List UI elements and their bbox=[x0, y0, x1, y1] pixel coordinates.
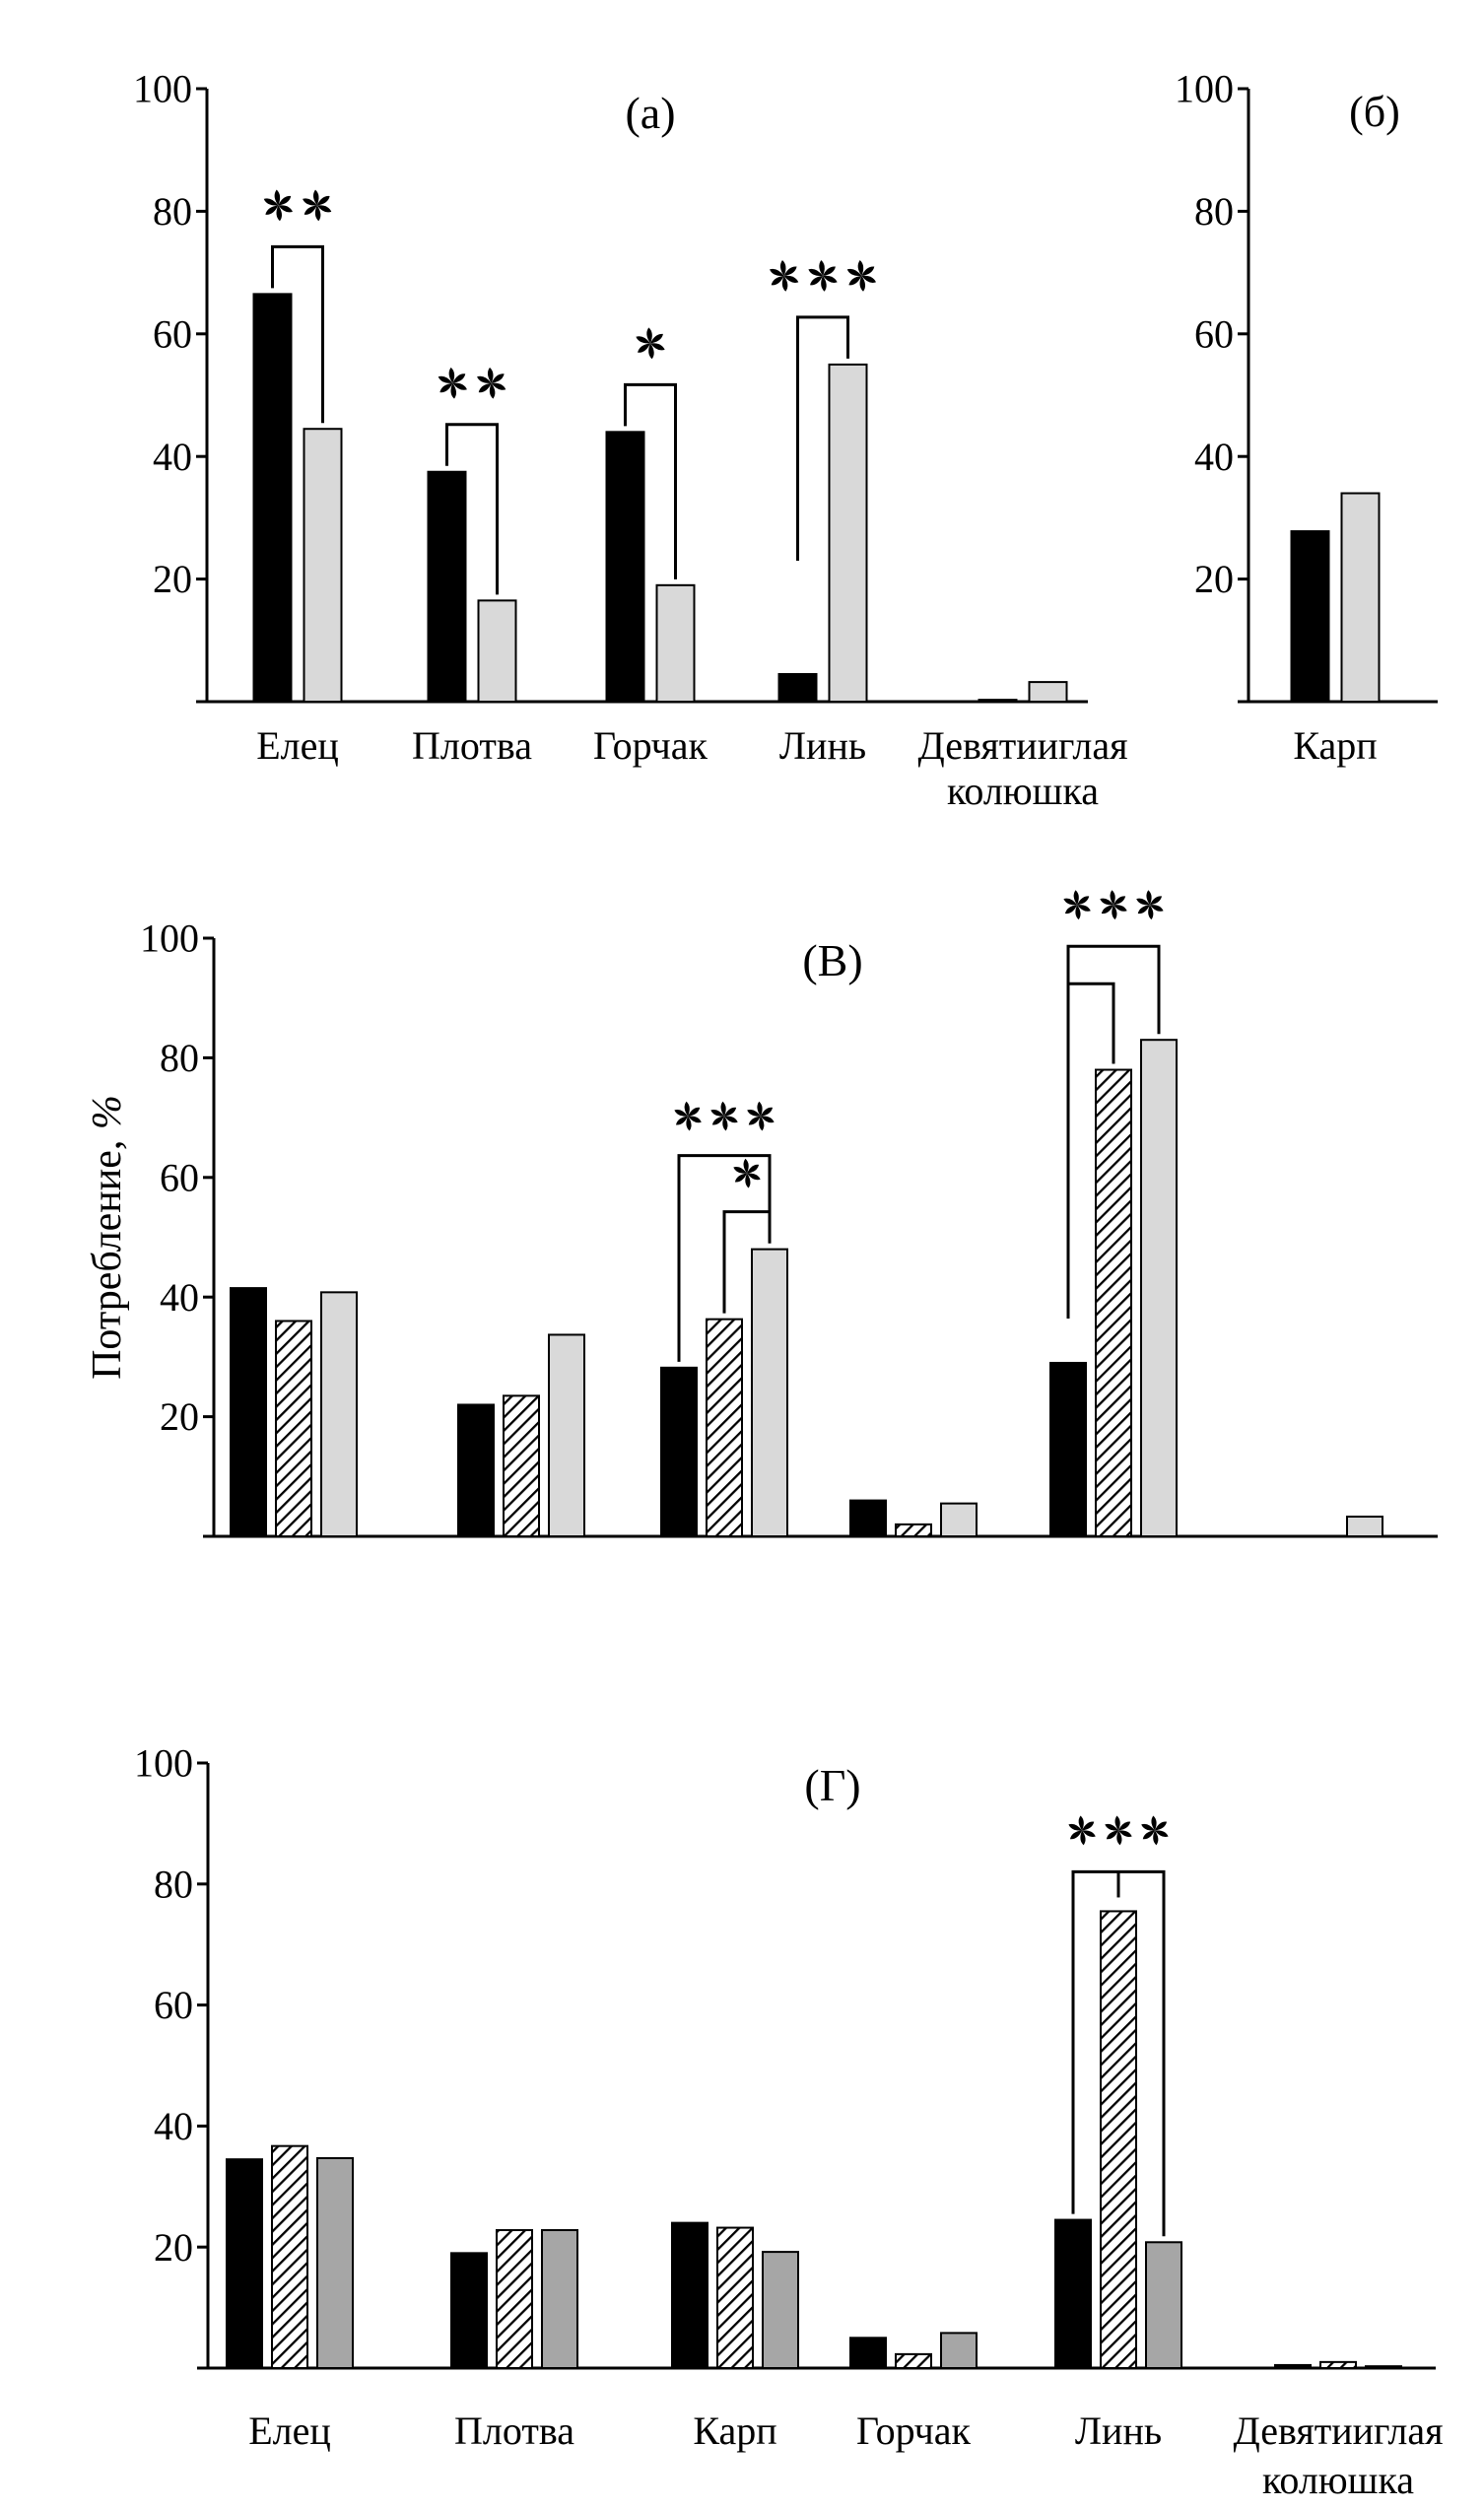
svg-text:40: 40 bbox=[1194, 435, 1234, 479]
svg-text:Елец: Елец bbox=[248, 2408, 331, 2453]
svg-text:60: 60 bbox=[153, 311, 192, 356]
svg-text:80: 80 bbox=[1194, 189, 1234, 234]
svg-text:колюшка: колюшка bbox=[1262, 2458, 1414, 2502]
svg-text:20: 20 bbox=[154, 2225, 193, 2270]
svg-text:Потребление, %: Потребление, % bbox=[85, 1095, 130, 1380]
svg-text:40: 40 bbox=[153, 435, 192, 479]
svg-text:40: 40 bbox=[160, 1275, 199, 1320]
svg-text:Плотва: Плотва bbox=[412, 723, 532, 768]
svg-text:(б): (б) bbox=[1349, 88, 1400, 136]
svg-text:Елец: Елец bbox=[256, 723, 339, 768]
svg-text:(Г): (Г) bbox=[804, 1760, 860, 1810]
svg-text:Карп: Карп bbox=[1293, 723, 1377, 768]
svg-text:100: 100 bbox=[133, 67, 192, 111]
svg-text:100: 100 bbox=[140, 916, 199, 961]
svg-text:60: 60 bbox=[154, 1983, 193, 2027]
svg-text:80: 80 bbox=[153, 189, 192, 234]
svg-text:Линь: Линь bbox=[1075, 2408, 1162, 2453]
svg-text:Горчак: Горчак bbox=[593, 723, 708, 768]
svg-text:Карп: Карп bbox=[693, 2408, 776, 2453]
svg-text:100: 100 bbox=[1175, 67, 1234, 111]
svg-text:20: 20 bbox=[153, 557, 192, 601]
svg-text:(a): (a) bbox=[625, 88, 675, 138]
svg-text:80: 80 bbox=[160, 1036, 199, 1080]
svg-text:100: 100 bbox=[134, 1741, 193, 1786]
svg-text:Девятииглая: Девятииглая bbox=[917, 723, 1127, 768]
svg-text:колюшка: колюшка bbox=[947, 769, 1099, 813]
svg-text:Девятииглая: Девятииглая bbox=[1233, 2408, 1443, 2453]
svg-text:60: 60 bbox=[160, 1155, 199, 1199]
svg-text:60: 60 bbox=[1194, 311, 1234, 356]
svg-text:40: 40 bbox=[154, 2104, 193, 2148]
svg-text:Линь: Линь bbox=[779, 723, 866, 768]
svg-text:Горчак: Горчак bbox=[856, 2408, 971, 2453]
svg-text:80: 80 bbox=[154, 1862, 193, 1906]
svg-text:20: 20 bbox=[160, 1394, 199, 1439]
svg-text:Плотва: Плотва bbox=[454, 2408, 574, 2453]
svg-text:20: 20 bbox=[1194, 557, 1234, 601]
svg-text:(В): (В) bbox=[802, 935, 862, 985]
